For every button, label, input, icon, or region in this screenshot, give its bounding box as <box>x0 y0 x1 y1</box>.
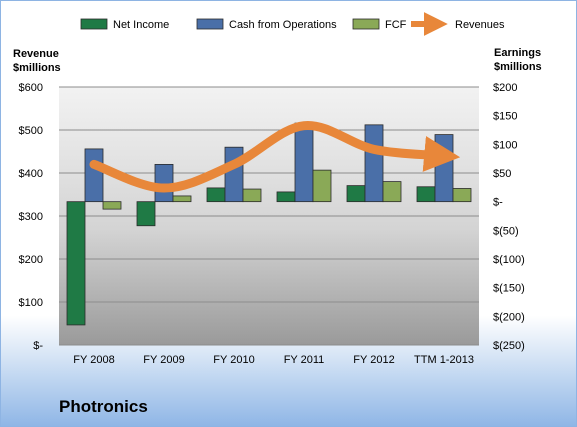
bar-cash-from-operations <box>364 124 384 203</box>
right-axis-tick-label: $(150) <box>493 283 525 295</box>
bar-fcf <box>312 169 332 203</box>
left-axis-ticks: $- $100 $200 $300 $400 $500 $600 <box>19 82 44 352</box>
left-axis-tick-label: $400 <box>19 168 43 180</box>
right-axis-tick-label: $(200) <box>493 311 525 323</box>
bar-net-income <box>136 201 156 227</box>
category-label: FY 2011 <box>284 354 325 366</box>
bar-fcf <box>242 188 262 203</box>
right-axis-tick-label: $100 <box>493 139 517 151</box>
right-axis-label-line1: Earnings <box>494 47 541 59</box>
bar-net-income <box>66 201 86 326</box>
right-axis-ticks: $200 $150 $100 $50 $- $(50) $(100) $(150) $(200)… <box>493 82 525 352</box>
category-label: FY 2012 <box>353 354 394 366</box>
bar-cash-from-operations <box>84 148 104 203</box>
category-labels: FY 2008 FY 2009 FY 2010 FY 2011 FY 2012 TTM 1… <box>73 354 474 366</box>
category-label: TTM 1-2013 <box>414 354 474 366</box>
right-axis-tick-label: $(50) <box>493 225 519 237</box>
bar-cash-from-operations <box>294 122 314 203</box>
bar-net-income <box>206 187 226 203</box>
bar-cash-from-operations <box>434 134 454 203</box>
right-axis-tick-label: $(250) <box>493 340 525 352</box>
left-axis-label-line2: $millions <box>13 62 61 74</box>
legend: Net Income Cash from Operations FCF Revenue… <box>80 12 505 36</box>
bar-fcf <box>382 181 402 203</box>
left-axis-tick-label: $500 <box>19 125 43 137</box>
left-axis-tick-label: $600 <box>19 82 43 94</box>
bar-net-income <box>276 191 296 203</box>
category-label: FY 2010 <box>213 354 254 366</box>
legend-label: Net Income <box>113 19 169 31</box>
right-axis-tick-label: $(100) <box>493 254 525 266</box>
right-axis-label-line2: $millions <box>494 61 542 73</box>
right-axis-tick-label: $150 <box>493 111 517 123</box>
revenue-line <box>89 121 461 193</box>
legend-swatch <box>80 18 108 30</box>
bar-fcf <box>172 195 192 203</box>
left-axis-tick-label: $100 <box>19 297 43 309</box>
right-axis-tick-label: $- <box>493 197 503 209</box>
left-axis-tick-label: $200 <box>19 254 43 266</box>
gridlines <box>59 86 479 346</box>
bar-cash-from-operations <box>224 146 244 203</box>
left-axis-tick-label: $- <box>33 340 43 352</box>
left-axis-label-line1: Revenue <box>13 48 59 60</box>
legend-swatch <box>196 18 224 30</box>
bar-net-income <box>416 186 436 203</box>
revenue-line-layer <box>89 121 461 193</box>
category-label: FY 2009 <box>143 354 184 366</box>
bar-net-income <box>346 185 366 203</box>
legend-swatch <box>352 18 380 30</box>
legend-label: Revenues <box>455 19 505 31</box>
legend-label: Cash from Operations <box>229 19 337 31</box>
bar-fcf <box>102 201 122 210</box>
left-axis-tick-label: $300 <box>19 211 43 223</box>
legend-label: FCF <box>385 19 407 31</box>
right-axis-tick-label: $200 <box>493 82 517 94</box>
bar-cash-from-operations <box>154 163 174 203</box>
category-label: FY 2008 <box>73 354 114 366</box>
company-name: Photronics <box>59 397 148 416</box>
bar-fcf <box>452 188 472 203</box>
right-axis-tick-label: $50 <box>493 168 511 180</box>
